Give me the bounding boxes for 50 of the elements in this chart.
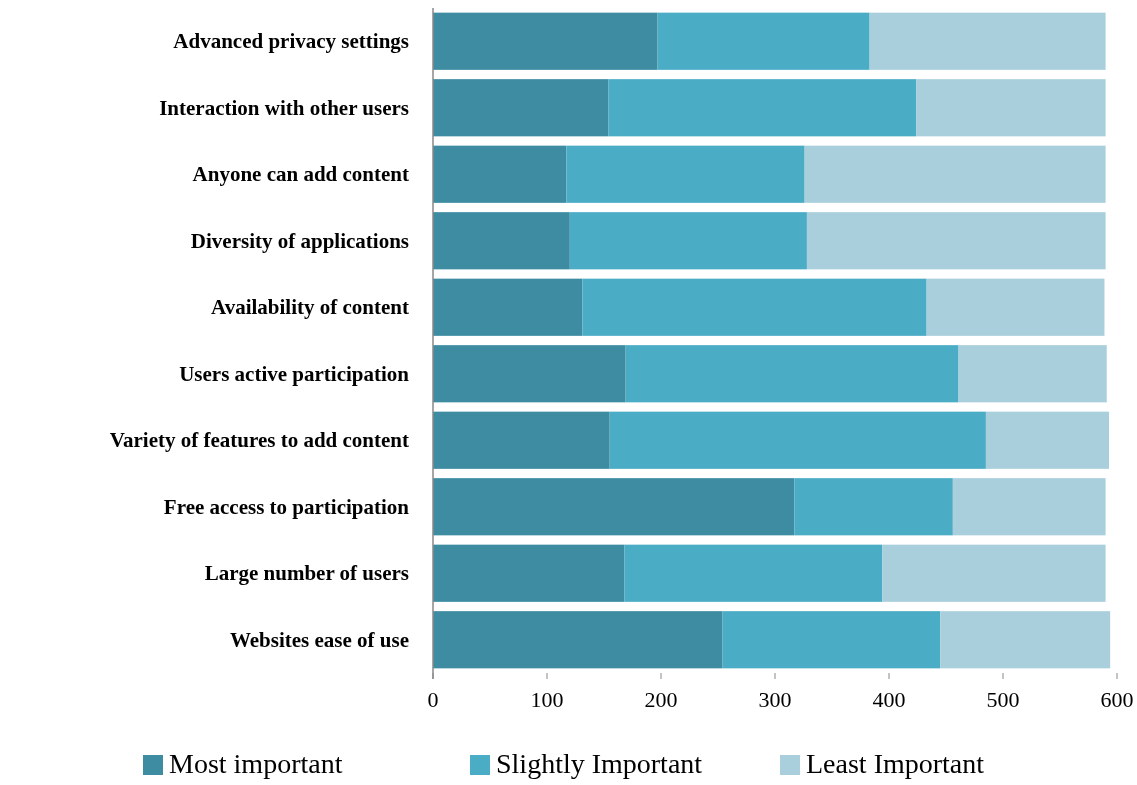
bar (433, 478, 795, 536)
bar (609, 411, 986, 469)
bar (433, 345, 626, 403)
bar (608, 79, 917, 137)
bar (433, 145, 567, 203)
bar (569, 212, 807, 270)
bar (433, 544, 625, 602)
y-tick-label: Availability of content (211, 295, 409, 320)
y-tick-label: Anyone can add content (192, 162, 409, 187)
y-tick-label: Variety of features to add content (109, 428, 409, 453)
x-tick-label: 200 (644, 687, 678, 712)
bar (985, 411, 1110, 469)
y-tick-label: Interaction with other users (159, 95, 409, 120)
bar (940, 611, 1111, 669)
bar (794, 478, 953, 536)
y-tick-label: Websites ease of use (229, 627, 409, 652)
bar (916, 79, 1106, 137)
bar (882, 544, 1106, 602)
x-tick-label: 400 (872, 687, 906, 712)
y-tick-label: Users active participation (179, 361, 410, 386)
bar (952, 478, 1106, 536)
legend-label: Most important (169, 748, 343, 779)
bar (433, 12, 658, 70)
bar (624, 544, 883, 602)
bar (869, 12, 1106, 70)
bar (958, 345, 1107, 403)
y-tick-label: Advanced privacy settings (173, 29, 409, 54)
x-tick-label: 0 (427, 687, 439, 712)
x-tick-label: 600 (1100, 687, 1134, 712)
bar (433, 79, 609, 137)
bar (806, 212, 1106, 270)
x-tick-label: 500 (986, 687, 1020, 712)
bar (566, 145, 805, 203)
bar (433, 278, 583, 336)
bar (433, 611, 723, 669)
bar (582, 278, 927, 336)
bar (657, 12, 870, 70)
y-tick-label: Free access to participation (163, 494, 410, 519)
bar (804, 145, 1106, 203)
y-tick-label: Large number of users (204, 561, 409, 586)
legend-label: Least Important (806, 748, 985, 779)
x-tick-label: 300 (758, 687, 792, 712)
bar (433, 212, 570, 270)
bar (926, 278, 1105, 336)
legend-label: Slightly Important (496, 748, 703, 779)
x-tick-label: 100 (530, 687, 564, 712)
bar (722, 611, 941, 669)
y-tick-label: Diversity of applications (190, 228, 409, 253)
bar (625, 345, 959, 403)
bar (433, 411, 610, 469)
